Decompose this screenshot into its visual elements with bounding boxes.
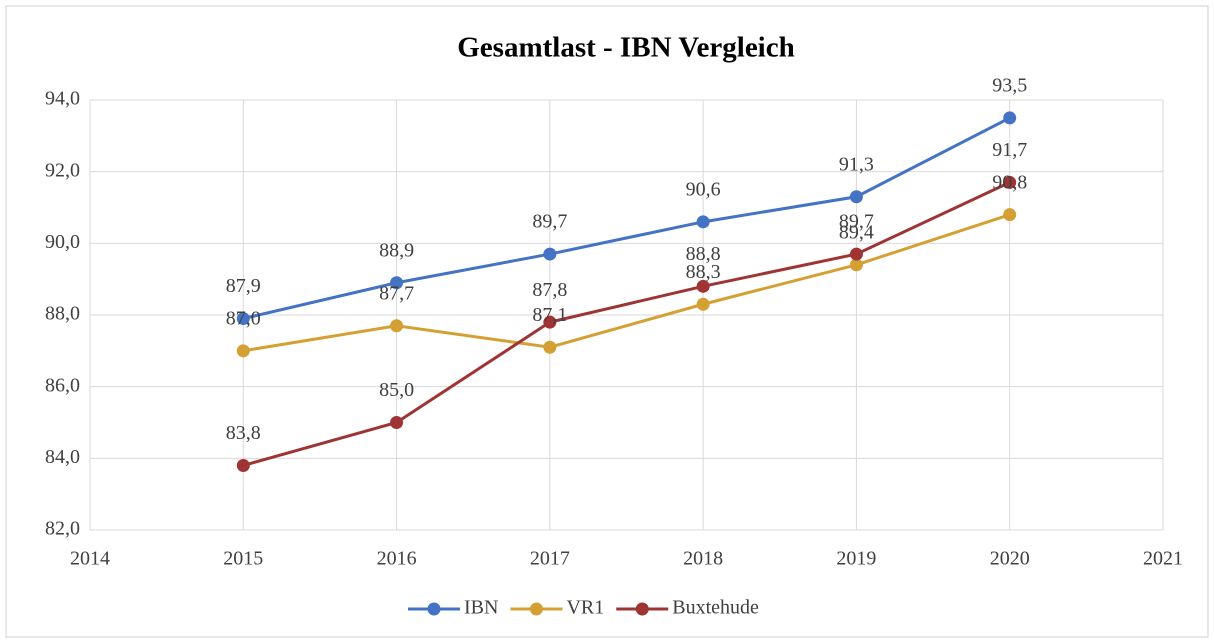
series-line	[242, 181, 1011, 467]
series-line	[242, 116, 1011, 321]
data-point	[696, 297, 710, 311]
data-point	[390, 416, 404, 429]
legend-label: VR1	[566, 597, 604, 619]
series-line	[243, 213, 1011, 353]
x-tick-label: 2019	[836, 548, 876, 570]
data-label: 90,6	[686, 178, 721, 200]
data-label: 87,1	[532, 304, 567, 326]
data-label: 89,7	[532, 211, 567, 233]
data-point	[849, 247, 863, 261]
data-label: 87,8	[532, 279, 567, 301]
data-point	[390, 319, 404, 333]
y-tick-label: 84,0	[45, 446, 80, 468]
x-tick-label: 2021	[1143, 548, 1183, 570]
data-point	[543, 315, 557, 329]
data-point	[849, 190, 863, 204]
legend-marker	[529, 602, 543, 616]
chart-title: Gesamtlast - IBN Vergleich	[457, 32, 795, 64]
data-label: 89,4	[839, 221, 874, 243]
data-label: 91,3	[839, 153, 874, 175]
y-tick-label: 92,0	[45, 159, 80, 181]
legend-label: IBN	[464, 597, 498, 619]
data-label: 85,0	[379, 379, 414, 401]
data-point	[543, 340, 557, 354]
data-label: 83,8	[226, 422, 261, 444]
data-label: 93,5	[992, 75, 1027, 97]
data-label: 88,8	[686, 243, 721, 265]
data-point	[1003, 175, 1017, 189]
x-tick-label: 2018	[683, 548, 723, 570]
data-label: 89,7	[839, 211, 874, 233]
data-label: 87,7	[379, 282, 414, 304]
y-tick-label: 82,0	[45, 518, 80, 540]
data-point	[1003, 208, 1017, 222]
legend-label: Buxtehude	[672, 597, 759, 619]
x-tick-label: 2014	[70, 548, 110, 570]
data-label: 91,7	[992, 139, 1027, 161]
x-tick-label: 2016	[377, 548, 417, 570]
data-point	[390, 276, 404, 290]
data-point	[696, 279, 710, 293]
data-label: 90,8	[992, 171, 1027, 193]
data-point	[236, 312, 250, 326]
y-tick-label: 94,0	[45, 88, 80, 110]
data-label: 88,9	[379, 239, 414, 261]
data-point	[849, 258, 863, 272]
legend-marker	[635, 602, 649, 616]
x-tick-label: 2020	[990, 548, 1030, 570]
data-label: 88,3	[686, 261, 721, 283]
chart-border	[5, 5, 1209, 638]
data-label: 87,0	[226, 307, 261, 329]
x-tick-label: 2017	[530, 548, 570, 570]
data-point	[236, 344, 250, 358]
x-tick-label: 2015	[223, 548, 263, 570]
y-tick-label: 88,0	[45, 303, 80, 325]
y-tick-label: 90,0	[45, 231, 80, 253]
y-tick-label: 86,0	[45, 374, 80, 396]
data-point	[236, 459, 250, 472]
data-label: 87,9	[226, 275, 261, 297]
data-point	[696, 215, 710, 229]
data-point	[543, 247, 557, 261]
data-point	[1003, 111, 1017, 125]
legend-marker	[427, 602, 441, 616]
